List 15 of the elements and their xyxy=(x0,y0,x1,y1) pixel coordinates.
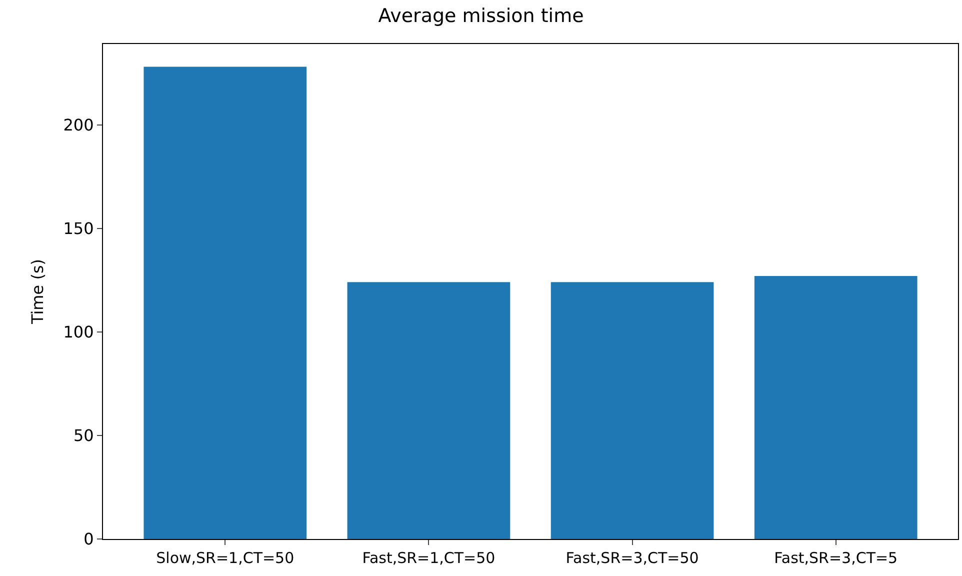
bar xyxy=(347,282,510,539)
chart-title: Average mission time xyxy=(378,4,584,27)
y-axis-title: Time (s) xyxy=(28,258,48,326)
y-tick-label: 50 xyxy=(73,426,94,446)
x-tick-label: Fast,SR=3,CT=50 xyxy=(566,549,699,567)
y-tick-label: 100 xyxy=(63,322,94,342)
y-tick-label: 0 xyxy=(84,530,94,549)
bar xyxy=(754,276,918,539)
y-tick-label: 200 xyxy=(63,115,94,134)
y-tick-label: 150 xyxy=(63,218,94,238)
bar xyxy=(144,66,307,539)
x-tick-label: Fast,SR=1,CT=50 xyxy=(362,549,496,567)
bar xyxy=(550,282,714,539)
x-tick-label: Fast,SR=3,CT=5 xyxy=(774,549,898,567)
x-tick-label: Slow,SR=1,CT=50 xyxy=(156,549,294,567)
